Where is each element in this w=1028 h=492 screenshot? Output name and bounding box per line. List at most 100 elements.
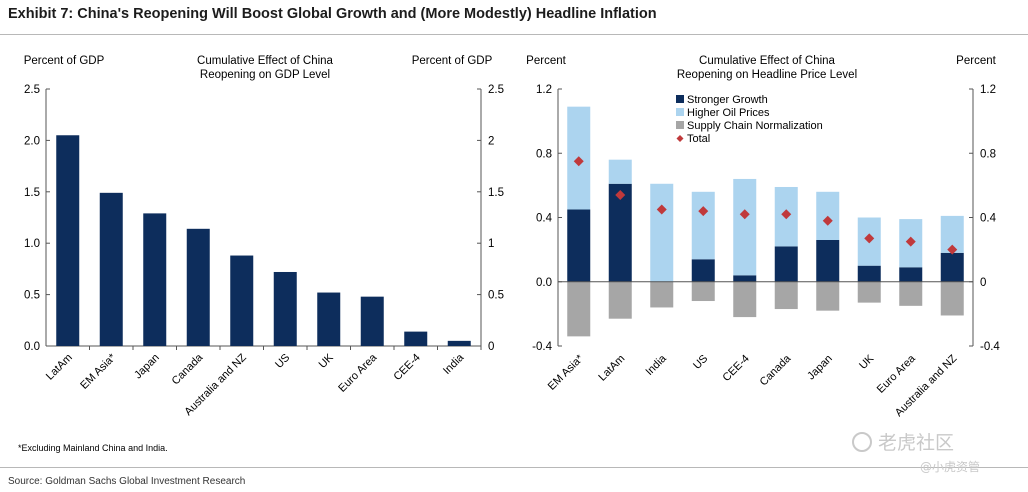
price-effect-chart: Percent Percent Cumulative Effect of Chi…: [526, 55, 1000, 419]
legend-label-total: Total: [687, 133, 710, 145]
legend-swatch-stronger-growth: [676, 95, 684, 103]
legend-swatch-total: [676, 135, 684, 142]
gdp-bar-australia-and-nz: [230, 255, 254, 346]
chart1-category-label: Canada: [170, 351, 206, 387]
stronger-growth-bar-australia-and-nz: [940, 252, 964, 282]
higher-oil-prices-bar-cee-4: [733, 178, 757, 276]
chart2-category-label: Euro Area: [875, 352, 919, 396]
stronger-growth-bar-us: [691, 259, 715, 282]
chart2-category-label: UK: [857, 352, 877, 372]
chart1-left-tick-label: 1.0: [24, 238, 40, 250]
chart1-category-label: India: [441, 351, 467, 377]
chart1-right-tick-label: 0.5: [488, 290, 504, 302]
watermark-brand: 老虎社区: [852, 428, 954, 455]
supply-chain-normalization-bar-euro-area: [899, 281, 923, 306]
chart2-left-tick-label: 0.4: [536, 213, 553, 225]
chart2-left-tick-label: 1.2: [536, 84, 552, 96]
gdp-bar-em-asia: [99, 192, 123, 346]
chart2-right-tick-label: 1.2: [980, 84, 996, 96]
chart1-right-tick-label: 2: [488, 135, 494, 147]
title-divider: [0, 34, 1028, 35]
source-note: Source: Goldman Sachs Global Investment …: [8, 476, 246, 487]
chart1-left-tick-label: 1.5: [24, 187, 40, 199]
chart2-left-axis-label: Percent: [526, 55, 566, 67]
chart1-right-tick-label: 1: [488, 238, 494, 250]
chart1-category-label: EM Asia*: [78, 351, 119, 392]
higher-oil-prices-bar-latam: [608, 159, 632, 184]
chart1-right-tick-label: 1.5: [488, 187, 504, 199]
stronger-growth-bar-latam: [608, 183, 632, 282]
total-marker-uk: [864, 233, 875, 244]
gdp-bar-cee-4: [404, 331, 428, 346]
supply-chain-normalization-bar-em-asia: [567, 281, 591, 337]
chart2-title: Cumulative Effect of China Reopening on H…: [677, 55, 857, 81]
stronger-growth-bar-uk: [857, 265, 881, 282]
chart1-category-label: Euro Area: [336, 351, 380, 395]
chart1-left-tick-label: 0.5: [24, 290, 40, 302]
chart2-category-label: LatAm: [596, 353, 627, 384]
stronger-growth-bar-japan: [816, 239, 840, 282]
gdp-bar-euro-area: [360, 296, 384, 346]
chart1-category-label: US: [273, 352, 292, 371]
total-marker-japan: [822, 215, 833, 226]
gdp-bar-canada: [186, 228, 210, 346]
chart2-title-line-2: Reopening on Headline Price Level: [677, 69, 857, 81]
higher-oil-prices-bar-us: [691, 191, 715, 260]
legend-label-higher-oil-prices: Higher Oil Prices: [687, 107, 770, 119]
watermark-handle: @小虎资管: [920, 460, 981, 474]
gdp-bar-latam: [56, 135, 80, 346]
higher-oil-prices-bar-australia-and-nz: [940, 215, 964, 253]
chart1-category-label: UK: [317, 351, 337, 371]
stronger-growth-bar-em-asia: [567, 209, 591, 282]
total-marker-latam: [615, 190, 626, 201]
chart1-title-line-1: Cumulative Effect of China: [197, 55, 334, 67]
chart1-category-label: Japan: [132, 352, 162, 382]
total-marker-us: [698, 206, 709, 217]
chart2-category-label: India: [644, 352, 670, 378]
chart1-right-axis-label: Percent of GDP: [412, 55, 493, 67]
total-marker-em-asia: [573, 156, 584, 167]
chart2-category-label: Japan: [805, 353, 835, 383]
chart1-category-label: CEE-4: [391, 352, 422, 383]
stronger-growth-bar-cee-4: [733, 275, 757, 282]
chart2-right-tick-label: -0.4: [980, 341, 1000, 353]
chart2-category-label: US: [691, 353, 710, 372]
total-marker-euro-area: [905, 236, 916, 247]
chart1-left-tick-label: 2.0: [24, 135, 40, 147]
chart1-left-tick-label: 2.5: [24, 84, 40, 96]
supply-chain-normalization-bar-india: [650, 281, 674, 308]
gdp-bar-us: [273, 271, 297, 346]
supply-chain-normalization-bar-japan: [816, 281, 840, 311]
stronger-growth-bar-canada: [774, 246, 798, 282]
higher-oil-prices-bar-india: [650, 183, 674, 282]
stronger-growth-bar-euro-area: [899, 267, 923, 282]
legend-swatch-higher-oil-prices: [676, 108, 684, 116]
supply-chain-normalization-bar-cee-4: [733, 281, 757, 318]
chart2-category-label: CEE-4: [720, 353, 751, 384]
watermark-logo-icon: [852, 432, 872, 452]
supply-chain-normalization-bar-canada: [774, 281, 798, 310]
chart2-category-label: Canada: [758, 352, 794, 388]
supply-chain-normalization-bar-uk: [857, 281, 881, 303]
chart1-right-tick-label: 2.5: [488, 84, 504, 96]
chart2-right-tick-label: 0: [980, 277, 986, 289]
legend-label-supply-chain-normalization: Supply Chain Normalization: [687, 120, 823, 132]
exhibit-title: Exhibit 7: China's Reopening Will Boost …: [8, 6, 657, 22]
total-marker-cee-4: [739, 209, 750, 220]
watermark-brand-text: 老虎社区: [878, 432, 955, 454]
legend-swatch-supply-chain-normalization: [676, 121, 684, 129]
chart2-left-tick-label: 0.0: [536, 277, 552, 289]
chart2-category-label: EM Asia*: [546, 352, 587, 393]
chart1-title: Cumulative Effect of China Reopening on G…: [197, 55, 334, 81]
chart1-left-axis-label: Percent of GDP: [24, 55, 105, 67]
source-divider: [0, 467, 1028, 468]
gdp-effect-chart: Percent of GDP Percent of GDP Cumulative…: [18, 55, 504, 453]
chart2-left-tick-label: -0.4: [532, 341, 552, 353]
chart1-title-line-2: Reopening on GDP Level: [200, 69, 330, 81]
total-marker-australia-and-nz: [947, 244, 958, 255]
gdp-bar-uk: [317, 292, 341, 346]
supply-chain-normalization-bar-australia-and-nz: [940, 281, 964, 316]
chart1-right-tick-label: 0: [488, 341, 494, 353]
total-marker-canada: [781, 209, 792, 220]
